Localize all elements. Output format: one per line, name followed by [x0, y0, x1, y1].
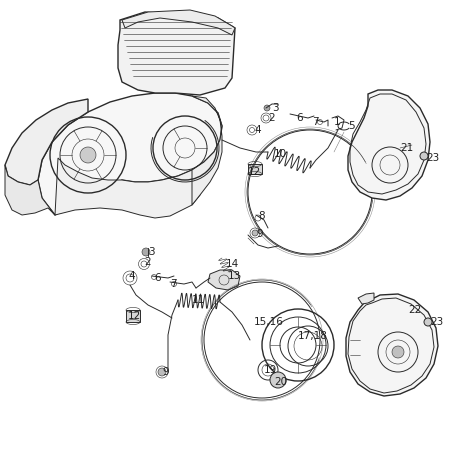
Circle shape [252, 230, 258, 236]
Text: 8: 8 [258, 211, 264, 221]
Text: 22: 22 [408, 305, 421, 315]
Circle shape [420, 152, 428, 160]
Text: 9: 9 [256, 229, 263, 239]
Circle shape [264, 105, 270, 111]
Text: 6: 6 [154, 273, 161, 283]
Polygon shape [126, 310, 140, 322]
Text: 23: 23 [426, 153, 439, 163]
Polygon shape [38, 93, 222, 215]
Polygon shape [208, 270, 240, 290]
Text: 2: 2 [268, 113, 274, 123]
Text: 17,18: 17,18 [298, 331, 328, 341]
Polygon shape [248, 164, 262, 174]
Polygon shape [118, 12, 235, 95]
Text: 3: 3 [272, 103, 279, 113]
Polygon shape [5, 165, 55, 215]
Circle shape [392, 346, 404, 358]
Polygon shape [5, 99, 88, 185]
Text: 21: 21 [400, 143, 413, 153]
Text: 13: 13 [228, 271, 241, 281]
Text: 12: 12 [128, 311, 141, 321]
Text: 23: 23 [430, 317, 443, 327]
Text: 10: 10 [274, 149, 287, 159]
Text: 12: 12 [248, 167, 261, 177]
Polygon shape [358, 293, 374, 304]
Circle shape [158, 368, 166, 376]
Text: 5: 5 [348, 121, 355, 131]
Text: 4: 4 [254, 125, 261, 135]
Polygon shape [348, 90, 430, 200]
Polygon shape [346, 294, 438, 396]
Text: 9: 9 [162, 367, 169, 377]
Text: 3: 3 [148, 247, 155, 257]
Text: 15,16: 15,16 [254, 317, 284, 327]
Text: 20: 20 [274, 377, 287, 387]
Polygon shape [192, 96, 222, 205]
Text: 14: 14 [226, 259, 239, 269]
Circle shape [270, 372, 286, 388]
Text: 7: 7 [170, 279, 177, 289]
Text: 1: 1 [334, 117, 341, 127]
Polygon shape [55, 158, 204, 218]
Text: 2: 2 [144, 257, 151, 267]
Circle shape [80, 147, 96, 163]
Text: 7: 7 [312, 117, 319, 127]
Polygon shape [122, 10, 235, 35]
Circle shape [142, 248, 150, 256]
Text: 19: 19 [264, 365, 277, 375]
Text: 11: 11 [192, 295, 205, 305]
Circle shape [424, 318, 432, 326]
Text: 4: 4 [128, 271, 135, 281]
Text: 6: 6 [296, 113, 302, 123]
